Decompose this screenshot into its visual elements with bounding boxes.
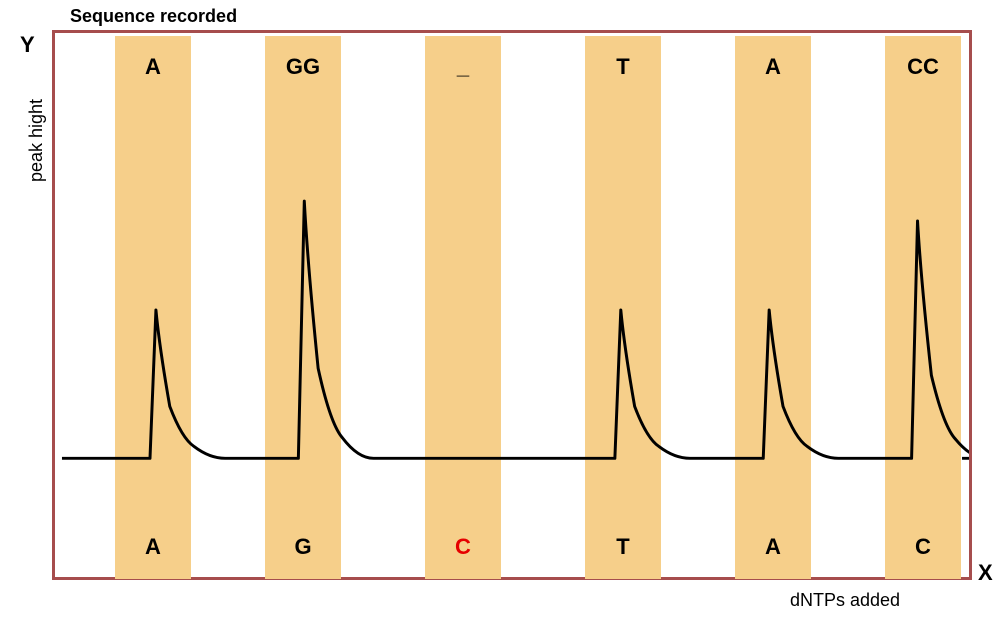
dispensation-band: GGG [265, 36, 341, 579]
sequence-recorded-letter: GG [265, 54, 341, 80]
dntp-added-letter: C [425, 534, 501, 560]
signal-trace [62, 201, 969, 458]
sequence-recorded-letter: _ [425, 54, 501, 80]
x-axis-text: dNTPs added [790, 590, 900, 611]
dntp-added-letter: T [585, 534, 661, 560]
dispensation-band: CCC [885, 36, 961, 579]
dispensation-band: AA [735, 36, 811, 579]
sequence-recorded-letter: CC [885, 54, 961, 80]
dispensation-band: _C [425, 36, 501, 579]
pyrogram-trace [55, 33, 969, 577]
dntp-added-letter: A [115, 534, 191, 560]
dispensation-band: TT [585, 36, 661, 579]
dntp-added-letter: A [735, 534, 811, 560]
y-axis-text: peak hight [26, 99, 47, 182]
sequence-recorded-letter: A [735, 54, 811, 80]
y-axis-label: Y [20, 32, 35, 58]
sequence-recorded-letter: T [585, 54, 661, 80]
dntp-added-letter: C [885, 534, 961, 560]
sequence-recorded-letter: A [115, 54, 191, 80]
dntp-added-letter: G [265, 534, 341, 560]
x-axis-label: X [978, 560, 993, 586]
dispensation-band: AA [115, 36, 191, 579]
pyrogram-chart: AAGGG_CTTAACCC [52, 30, 972, 580]
title: Sequence recorded [70, 6, 237, 27]
